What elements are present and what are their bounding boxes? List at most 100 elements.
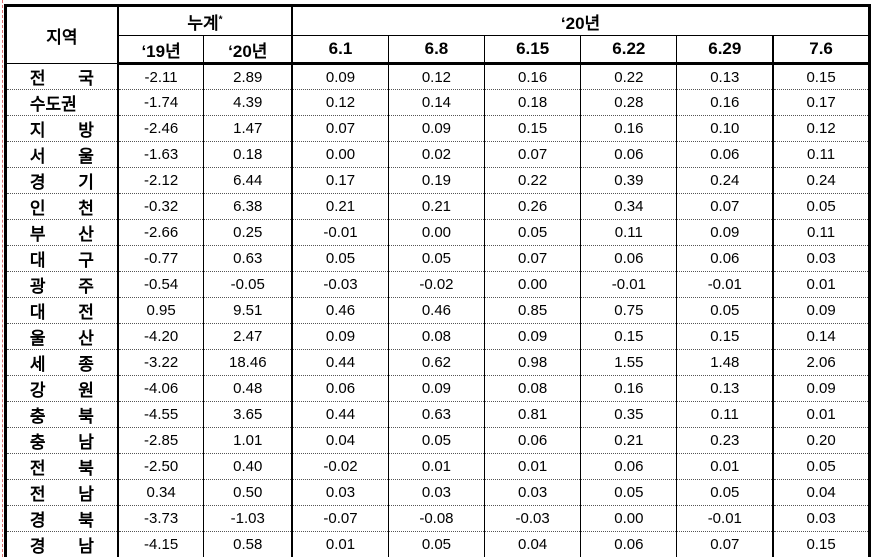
value-cell: 0.06 <box>291 375 389 402</box>
sub-header-col-6.1: 6.1 <box>291 35 389 65</box>
value-cell: 0.25 <box>203 219 293 246</box>
table-row: 지 방 -2.46 1.47 0.07 0.09 0.15 0.16 0.10 0.12 <box>4 115 870 142</box>
value-cell: 0.14 <box>387 89 485 116</box>
value-cell: 0.10 <box>676 115 774 142</box>
value-cell: 0.05 <box>676 479 774 506</box>
value-cell: 0.16 <box>580 375 677 402</box>
region-name: 경 기 <box>29 173 94 192</box>
value-cell: -0.02 <box>387 271 485 298</box>
value-cell: 0.63 <box>387 401 485 428</box>
value-cell: 0.06 <box>580 141 677 168</box>
value-cell: 0.09 <box>772 375 870 402</box>
sub-header-col-6.15: 6.15 <box>484 35 581 65</box>
value-cell: 0.15 <box>772 531 870 557</box>
value-cell: 0.00 <box>580 505 677 532</box>
value-cell: 0.46 <box>387 297 485 324</box>
value-cell: -4.06 <box>116 375 204 402</box>
value-cell: 0.01 <box>387 453 485 480</box>
value-cell: 0.01 <box>484 453 581 480</box>
value-cell: 0.00 <box>387 219 485 246</box>
value-cell: 1.48 <box>676 349 774 376</box>
value-cell: 0.18 <box>484 89 581 116</box>
value-cell: 0.07 <box>676 193 774 220</box>
region-cell: 경 북 <box>4 505 118 532</box>
region-name: 충 북 <box>29 407 94 426</box>
header-cumulative: 누계* <box>116 5 293 36</box>
value-cell: 0.22 <box>580 63 677 90</box>
region-cell: 대 전 <box>4 297 118 324</box>
value-cell: 0.06 <box>484 427 581 454</box>
value-cell: 0.05 <box>387 531 485 557</box>
table-row: 강 원 -4.06 0.48 0.06 0.09 0.08 0.16 0.13 0.09 <box>4 375 870 402</box>
region-name: 인 천 <box>29 199 94 218</box>
value-cell: 0.06 <box>580 453 677 480</box>
value-cell: 0.05 <box>387 427 485 454</box>
table-row: 경 남 -4.15 0.58 0.01 0.05 0.04 0.06 0.07 0.15 <box>4 531 870 557</box>
sub-header-col-6.22: 6.22 <box>580 35 677 65</box>
value-cell: 0.07 <box>484 141 581 168</box>
value-cell: 0.24 <box>676 167 774 194</box>
value-cell: 0.28 <box>580 89 677 116</box>
value-cell: 0.34 <box>116 479 204 506</box>
value-cell: 0.18 <box>203 141 293 168</box>
value-cell: 0.20 <box>772 427 870 454</box>
value-cell: 0.00 <box>291 141 389 168</box>
value-cell: -0.01 <box>291 219 389 246</box>
table-row: 수도권 -1.74 4.39 0.12 0.14 0.18 0.28 0.16 0.17 <box>4 89 870 116</box>
cumulative-footnote-mark: * <box>218 13 223 25</box>
header-cumulative-label: 누계 <box>187 13 219 33</box>
value-cell: 0.17 <box>772 89 870 116</box>
region-cell: 충 남 <box>4 427 118 454</box>
region-cell: 전 국 <box>4 63 118 90</box>
value-cell: 2.06 <box>772 349 870 376</box>
value-cell: 6.38 <box>203 193 293 220</box>
header-region: 지역 <box>4 5 118 64</box>
value-cell: 0.09 <box>772 297 870 324</box>
value-cell: 0.05 <box>676 297 774 324</box>
table-row: 충 북 -4.55 3.65 0.44 0.63 0.81 0.35 0.11 0.01 <box>4 401 870 428</box>
sub-header-row: ‘19년 ‘20년 6.1 6.8 6.15 6.22 6.29 7.6 <box>6 35 870 65</box>
value-cell: 0.12 <box>291 89 389 116</box>
value-cell: 0.26 <box>484 193 581 220</box>
value-cell: 0.95 <box>116 297 204 324</box>
value-cell: 0.08 <box>387 323 485 350</box>
value-cell: 0.06 <box>676 141 774 168</box>
value-cell: 0.04 <box>291 427 389 454</box>
sub-header-col-7.6: 7.6 <box>772 35 870 65</box>
value-cell: -2.12 <box>116 167 204 194</box>
table-row: 전 국 -2.11 2.89 0.09 0.12 0.16 0.22 0.13 0.15 <box>4 63 870 90</box>
value-cell: 6.44 <box>203 167 293 194</box>
value-cell: 0.35 <box>580 401 677 428</box>
value-cell: -0.77 <box>116 245 204 272</box>
table-row: 전 북 -2.50 0.40 -0.02 0.01 0.01 0.06 0.01 0.05 <box>4 453 870 480</box>
region-name: 울 산 <box>29 329 94 348</box>
value-cell: 0.03 <box>484 479 581 506</box>
sub-header-col-‘19년: ‘19년 <box>116 35 204 65</box>
sub-header-col-‘20년: ‘20년 <box>203 35 293 65</box>
region-name: 전 국 <box>29 69 94 88</box>
value-cell: 0.85 <box>484 297 581 324</box>
table-row: 광 주 -0.54 -0.05 -0.03 -0.02 0.00 -0.01 -0.01 0.0… <box>4 271 870 298</box>
value-cell: 0.11 <box>580 219 677 246</box>
value-cell: 1.55 <box>580 349 677 376</box>
value-cell: 0.48 <box>203 375 293 402</box>
value-cell: -2.46 <box>116 115 204 142</box>
value-cell: 0.07 <box>676 531 774 557</box>
value-cell: 0.04 <box>484 531 581 557</box>
value-cell: 0.23 <box>676 427 774 454</box>
region-cell: 전 북 <box>4 453 118 480</box>
value-cell: 0.58 <box>203 531 293 557</box>
value-cell: -3.73 <box>116 505 204 532</box>
region-cell: 전 남 <box>4 479 118 506</box>
value-cell: -2.50 <box>116 453 204 480</box>
value-cell: 0.11 <box>772 219 870 246</box>
value-cell: 0.09 <box>291 323 389 350</box>
value-cell: 0.07 <box>484 245 581 272</box>
header-year-2020: ‘20년 <box>291 5 870 36</box>
value-cell: 0.05 <box>580 479 677 506</box>
value-cell: 0.09 <box>484 323 581 350</box>
value-cell: 0.00 <box>484 271 581 298</box>
value-cell: 9.51 <box>203 297 293 324</box>
value-cell: 2.47 <box>203 323 293 350</box>
